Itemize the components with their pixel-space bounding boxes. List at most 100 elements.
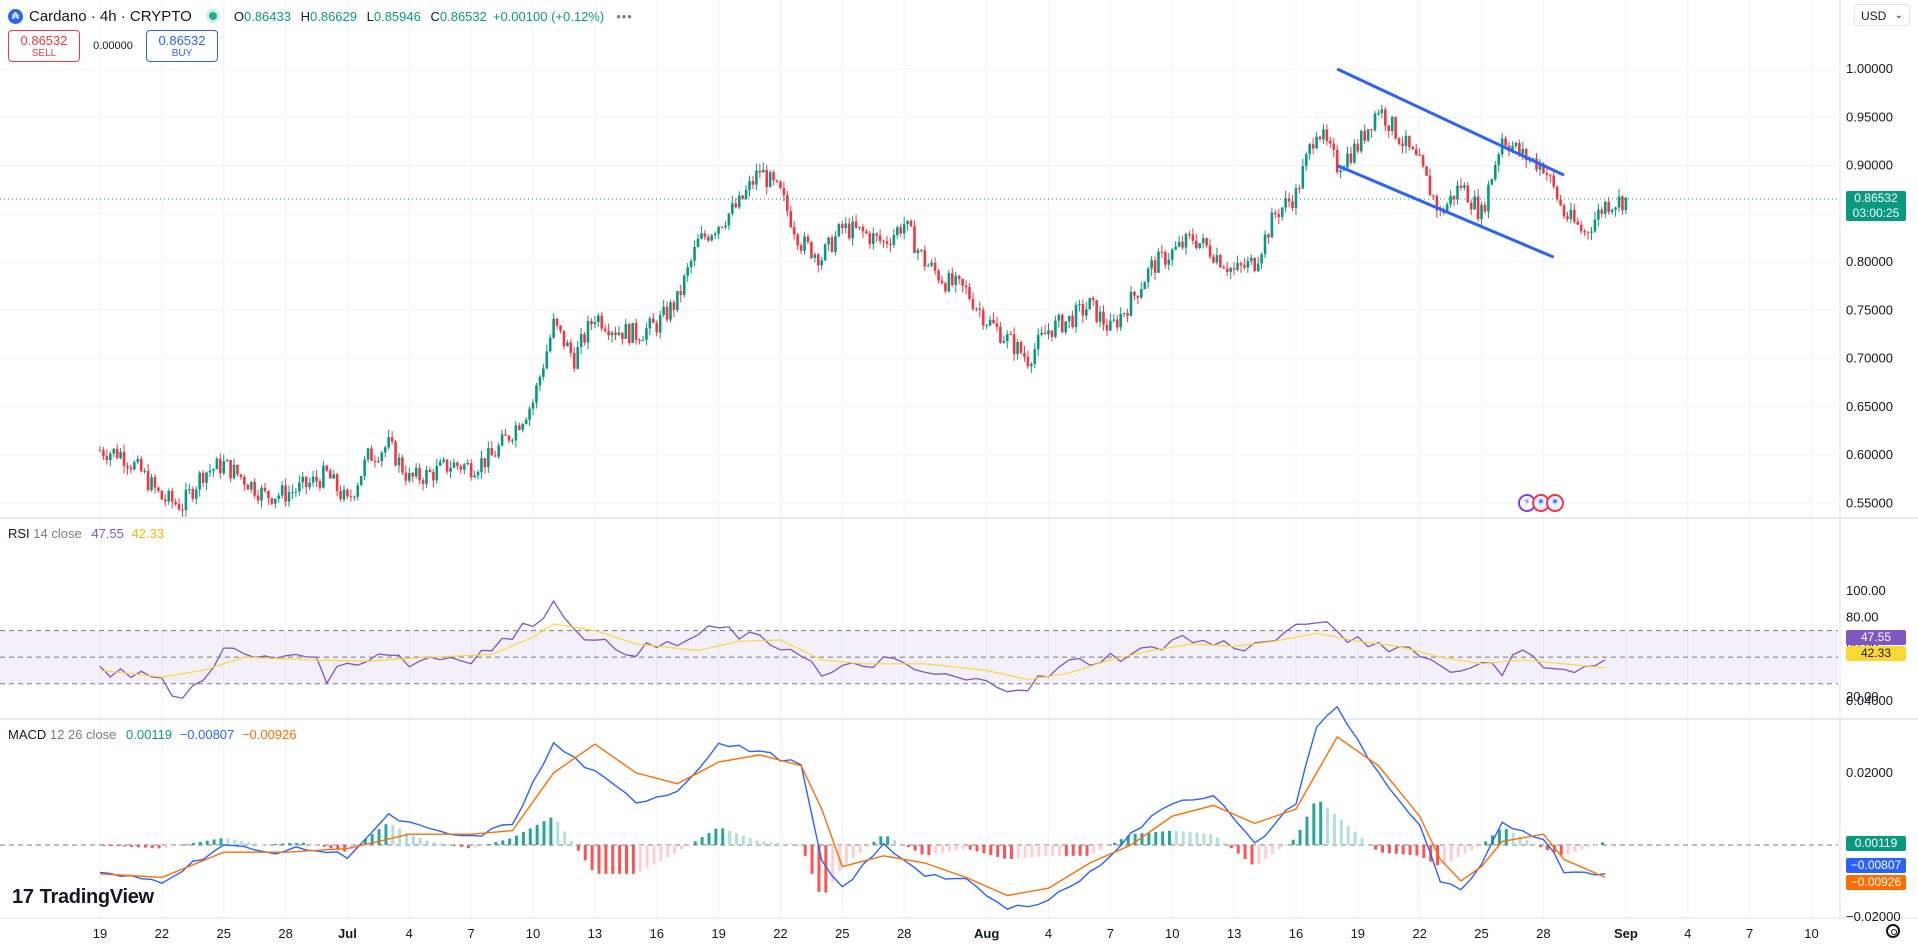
candle-body [652, 318, 655, 323]
market-status-icon[interactable] [205, 9, 220, 23]
macd-histogram-bar [308, 843, 312, 845]
macd-histogram-bar [611, 845, 615, 874]
macd-line-badge: −0.00807 [1846, 858, 1906, 873]
macd-histogram-bar [996, 845, 1000, 857]
candle-body [1188, 234, 1191, 236]
macd-histogram-bar [1202, 833, 1206, 845]
macd-histogram-bar [123, 845, 127, 847]
candle-body [734, 203, 738, 208]
candle-body [782, 188, 786, 196]
macd-histogram-bar [1195, 832, 1199, 845]
candle-body [1294, 188, 1298, 208]
economic-events[interactable]: ⚡ ✶ ✶ [1518, 494, 1564, 512]
candle-body [497, 445, 500, 457]
macd-histogram-bar [425, 840, 429, 845]
candle-body [1514, 142, 1518, 147]
candle-body [483, 458, 487, 468]
candle-body [758, 170, 762, 173]
candle-body [315, 476, 318, 482]
symbol-title[interactable]: Cardano · 4h · CRYPTO [29, 7, 192, 25]
macd-histogram-bar [927, 845, 931, 856]
macd-histogram-bar [714, 828, 718, 845]
candle-body [796, 234, 799, 246]
tradingview-logo[interactable]: 17 TradingView [12, 886, 154, 908]
candle-body [614, 332, 617, 336]
candle-body [1277, 214, 1281, 218]
candle-body [1215, 255, 1219, 263]
settings-gear-icon[interactable] [1886, 924, 1900, 938]
candle-body [459, 466, 463, 470]
candle-body [603, 328, 607, 332]
macd-histogram-bar [178, 845, 182, 846]
candle-body [418, 467, 421, 481]
candle-body [1573, 209, 1576, 222]
candle-body [150, 477, 153, 490]
macd-histogram-bar [1291, 839, 1295, 845]
rsi-legend[interactable]: RSI 14 close 47.55 42.33 [8, 526, 165, 541]
macd-histogram-bar [1319, 801, 1323, 845]
x-tick-label: 28 [897, 926, 911, 941]
macd-histogram-bar [810, 845, 814, 874]
candle-body [387, 437, 390, 448]
candle-body [294, 491, 298, 493]
candle-body [239, 474, 243, 477]
candle-body [1253, 257, 1257, 271]
candle-body [1332, 143, 1336, 150]
macd-histogram-bar [494, 842, 498, 845]
candle-body [332, 474, 335, 479]
macd-histogram-bar [1546, 845, 1550, 851]
macd-histogram-bar [1147, 832, 1151, 845]
x-tick-label: 25 [1474, 926, 1488, 941]
macd-histogram-bar [1133, 833, 1137, 845]
candle-body [177, 503, 181, 510]
macd-histogram-bar [570, 841, 574, 845]
candle-body [579, 334, 583, 347]
candle-body [225, 460, 229, 462]
candle-body [1373, 113, 1377, 131]
candle-body [163, 499, 167, 502]
macd-histogram-bar [1277, 845, 1281, 850]
lightning-event-icon[interactable]: ⚡ [1518, 494, 1536, 512]
candle-body [1387, 125, 1391, 131]
candle-body [1329, 140, 1332, 144]
sell-button[interactable]: 0.86532 SELL [8, 30, 80, 62]
last-price-badge: 0.86532 03:00:25 [1846, 191, 1906, 221]
macd-histogram-bar [803, 845, 807, 856]
macd-histogram-bar [1140, 833, 1144, 845]
macd-histogram-bar [240, 840, 244, 845]
macd-histogram-bar [597, 845, 601, 874]
candle-body [1315, 136, 1318, 149]
candle-body [517, 425, 521, 430]
candle-body [875, 233, 878, 236]
macd-histogram-bar [659, 845, 663, 861]
macd-signal-badge: −0.00926 [1846, 875, 1906, 890]
candle-body [304, 476, 308, 488]
candle-body [1054, 320, 1057, 337]
candle-body [322, 465, 325, 488]
macd-histogram-bar [329, 845, 333, 849]
candle-body [717, 226, 720, 234]
candle-body [1562, 205, 1566, 217]
buy-button[interactable]: 0.86532 BUY [146, 30, 218, 62]
candle-body [1590, 231, 1593, 233]
candle-body [1397, 138, 1401, 144]
candle-body [727, 213, 731, 226]
macd-histogram-bar [1449, 845, 1453, 861]
x-tick-label: 10 [1165, 926, 1179, 941]
candle-body [232, 464, 236, 479]
candle-body [944, 283, 947, 292]
currency-select[interactable]: USD ⌄ [1854, 4, 1910, 26]
us-flag-event-icon-2[interactable]: ✶ [1546, 494, 1564, 512]
macd-legend[interactable]: MACD 12 26 close 0.00119 −0.00807 −0.009… [8, 727, 297, 742]
candle-body [1583, 231, 1586, 233]
candle-body [291, 491, 294, 493]
x-tick-label: 10 [1804, 926, 1818, 941]
candle-body [1418, 154, 1421, 156]
candle-body [617, 332, 621, 336]
x-tick-label: 25 [216, 926, 230, 941]
macd-histogram-bar [700, 837, 704, 845]
macd-histogram-bar [1477, 845, 1481, 847]
more-icon[interactable]: ••• [616, 8, 633, 24]
macd-histogram-bar [1009, 845, 1013, 860]
